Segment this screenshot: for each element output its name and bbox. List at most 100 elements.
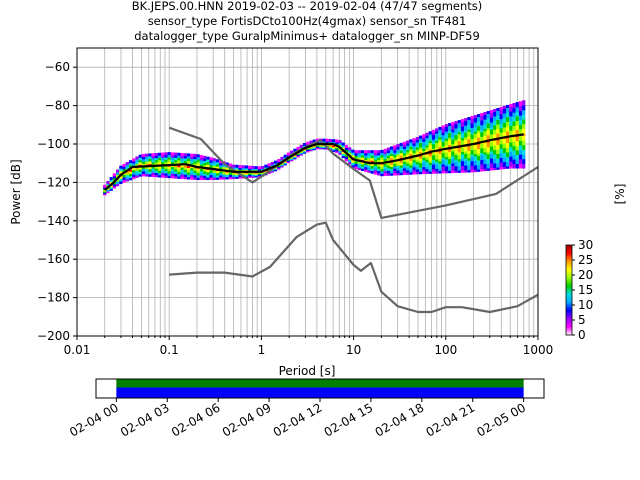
density-cell <box>489 119 494 123</box>
density-cell <box>522 137 526 141</box>
density-cell <box>383 165 387 169</box>
density-cell <box>331 139 336 143</box>
density-cell <box>209 162 213 166</box>
density-cell <box>502 154 506 158</box>
density-cell <box>506 154 510 158</box>
density-cell <box>506 140 510 144</box>
density-cell <box>206 164 210 168</box>
density-cell <box>402 150 407 154</box>
density-cell <box>493 113 497 117</box>
density-cell <box>164 161 168 165</box>
density-cell <box>425 154 429 158</box>
density-cell <box>428 146 432 150</box>
density-cell <box>493 142 497 146</box>
density-cell <box>457 124 461 128</box>
density-cell <box>309 140 313 144</box>
density-cell <box>422 134 426 138</box>
density-cell <box>509 127 513 131</box>
density-cell <box>473 146 477 150</box>
density-cell <box>438 160 442 164</box>
density-cell <box>496 166 500 170</box>
density-cell <box>502 156 506 160</box>
density-cell <box>415 168 419 172</box>
density-cell <box>518 158 523 162</box>
density-cell <box>396 153 400 157</box>
density-cell <box>502 124 506 128</box>
density-cell <box>447 153 452 157</box>
density-cell <box>377 150 381 154</box>
density-cell <box>518 151 523 155</box>
density-cell <box>164 152 168 156</box>
density-cell <box>364 154 368 158</box>
density-cell <box>180 152 184 156</box>
density-cell <box>464 155 468 159</box>
density-cell <box>499 129 503 133</box>
density-cell <box>148 155 152 159</box>
density-cell <box>132 169 136 173</box>
density-cell <box>483 163 487 167</box>
density-cell <box>148 161 152 165</box>
density-cell <box>141 158 146 162</box>
density-cell <box>406 145 410 149</box>
density-cell <box>502 138 506 142</box>
density-cell <box>180 171 184 175</box>
density-cell <box>499 166 503 170</box>
density-cell <box>193 170 197 174</box>
density-cell <box>470 156 474 160</box>
density-cell <box>438 170 442 174</box>
density-cell <box>515 156 519 160</box>
density-cell <box>293 148 297 152</box>
density-cell <box>496 130 500 134</box>
density-cell <box>180 166 184 170</box>
density-cell <box>370 150 374 154</box>
density-cell <box>180 173 184 177</box>
density-cell <box>141 170 146 174</box>
density-cell <box>222 171 226 175</box>
density-cell <box>486 125 490 129</box>
density-cell <box>493 117 497 121</box>
density-cell <box>128 168 133 172</box>
probability-density <box>103 100 526 196</box>
density-cell <box>393 152 397 156</box>
density-cell <box>167 172 171 176</box>
density-cell <box>444 126 448 130</box>
density-cell <box>357 150 361 154</box>
density-cell <box>354 166 358 170</box>
density-cell <box>338 140 342 144</box>
density-cell <box>148 173 152 177</box>
colorbar-tick-label: 5 <box>578 313 586 327</box>
density-cell <box>483 151 487 155</box>
density-cell <box>506 116 510 120</box>
density-cell <box>199 172 204 176</box>
density-cell <box>270 161 274 165</box>
density-cell <box>502 129 506 133</box>
density-cell <box>212 165 216 169</box>
density-cell <box>483 123 487 127</box>
density-cell <box>167 165 171 169</box>
density-cell <box>383 163 387 167</box>
density-cell <box>377 156 381 160</box>
density-cell <box>451 148 455 152</box>
density-cell <box>367 155 371 159</box>
density-cell <box>480 166 484 170</box>
density-cell <box>212 162 216 166</box>
density-cell <box>464 162 468 166</box>
density-cell <box>367 157 371 161</box>
density-cell <box>457 158 461 162</box>
density-cell <box>112 175 117 179</box>
density-cell <box>480 152 484 156</box>
density-cell <box>422 150 426 154</box>
density-cell <box>232 166 236 170</box>
density-cell <box>418 166 423 170</box>
density-cell <box>483 156 487 160</box>
density-cell <box>496 164 500 168</box>
density-cell <box>476 127 481 131</box>
density-cell <box>476 162 481 166</box>
density-cell <box>522 123 526 127</box>
density-cell <box>396 160 400 164</box>
density-cell <box>502 122 506 126</box>
density-cell <box>444 165 448 169</box>
density-cell <box>219 162 223 166</box>
density-cell <box>228 174 233 178</box>
density-cell <box>180 157 184 161</box>
